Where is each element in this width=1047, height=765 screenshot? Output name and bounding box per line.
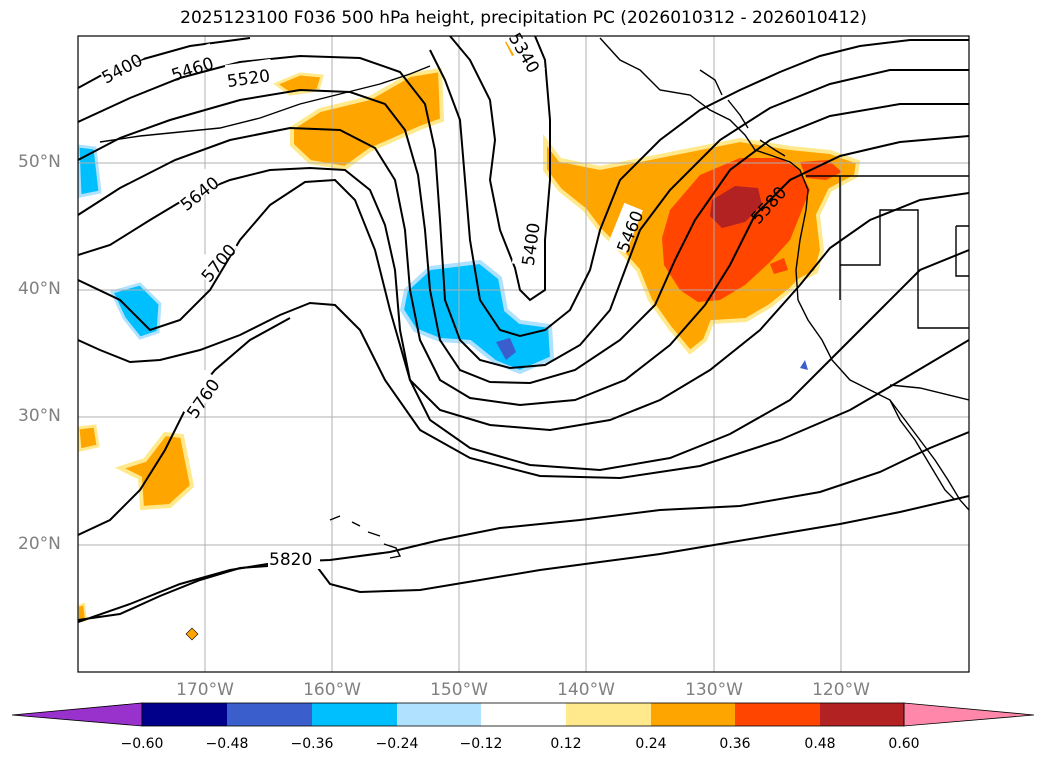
precip-positive-north [290, 67, 445, 171]
precip-strong-positive-east [800, 160, 842, 180]
contour-5760 [78, 301, 969, 480]
colorbar-segment [566, 703, 651, 726]
border-states [839, 176, 969, 329]
precip-fields [78, 38, 861, 641]
lat-label-20n: 20°N [18, 534, 61, 554]
precip-negative-west [109, 282, 162, 340]
colorbar [11, 702, 1035, 727]
precip-negative-edge [78, 144, 102, 198]
precip-negative-dot [800, 360, 808, 370]
colorbar-min-arrow [11, 702, 143, 727]
colorbar-segment [142, 703, 227, 726]
colorbar-segment [735, 703, 820, 726]
height-contours [78, 36, 969, 623]
precip-strong-negative [496, 338, 516, 360]
contour-labels: 5400 5460 5520 5340 5640 5700 5400 5460 … [93, 29, 791, 570]
lat-label-50n: 50°N [18, 152, 61, 172]
contour-5460 [78, 54, 969, 370]
contour-5580 [78, 126, 969, 407]
lat-label-40n: 40°N [18, 279, 61, 299]
lon-label-160w: 160°W [303, 680, 361, 700]
contour-5340 [449, 36, 551, 302]
precip-strong-positive-dot [770, 258, 788, 274]
colorbar-tick: 0.48 [804, 736, 836, 752]
coast-aleutians [99, 65, 431, 143]
border-mexico [889, 384, 969, 401]
contour-5520 [78, 88, 969, 385]
precip-strong-positive [662, 158, 810, 302]
colorbar-tick: −0.48 [205, 736, 249, 752]
contour-5820 [78, 495, 969, 621]
colorbar-segment [651, 703, 735, 726]
colorbar-max-arrow [903, 702, 1035, 727]
colorbar-tick: −0.12 [459, 736, 503, 752]
colorbar-segment [312, 703, 397, 726]
colorbar-tick: 0.36 [719, 736, 751, 752]
precip-positive-dot [185, 627, 199, 641]
colorbar-segment [481, 703, 566, 726]
colorbar-segment [397, 703, 481, 726]
lon-label-140w: 140°W [557, 680, 615, 700]
contour-5700 [78, 178, 969, 472]
colorbar-tick: 0.24 [635, 736, 667, 752]
map-title: 2025123100 F036 500 hPa height, precipit… [180, 8, 867, 28]
colorbar-tick: −0.60 [120, 736, 164, 752]
colorbar-tick: 0.60 [888, 736, 920, 752]
lat-label-30n: 30°N [18, 406, 61, 426]
contour-5760-south [78, 317, 969, 623]
contour-label: 5820 [269, 550, 312, 570]
colorbar-tick: 0.12 [550, 736, 582, 752]
precip-very-strong-positive [710, 186, 762, 228]
colorbar-segment [227, 703, 312, 726]
lon-label-130w: 130°W [685, 680, 743, 700]
precip-positive-west-edge [78, 424, 100, 452]
gridlines [78, 36, 969, 672]
colorbar-tick: −0.36 [290, 736, 334, 752]
lon-label-170w: 170°W [176, 680, 234, 700]
map-frame [77, 35, 970, 673]
hawaii [329, 515, 402, 559]
lon-label-120w: 120°W [812, 680, 870, 700]
lon-label-150w: 150°W [430, 680, 488, 700]
coast-alaska-south [599, 37, 809, 211]
coast-us-west [795, 209, 969, 511]
colorbar-tick: −0.24 [375, 736, 419, 752]
colorbar-segment [820, 703, 904, 726]
